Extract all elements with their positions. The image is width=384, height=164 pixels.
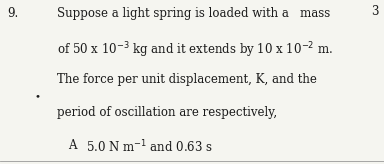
Text: period of oscillation are respectively,: period of oscillation are respectively, bbox=[57, 106, 277, 119]
Text: The force per unit displacement, K, and the: The force per unit displacement, K, and … bbox=[57, 73, 317, 86]
Text: 5.0 N m$^{-1}$ and 0.63 s: 5.0 N m$^{-1}$ and 0.63 s bbox=[86, 139, 214, 155]
Text: Suppose a light spring is loaded with a   mass: Suppose a light spring is loaded with a … bbox=[57, 7, 330, 20]
Text: of 50 x 10$^{-3}$ kg and it extends by 10 x 10$^{-2}$ m.: of 50 x 10$^{-3}$ kg and it extends by 1… bbox=[57, 40, 333, 60]
Text: •: • bbox=[35, 92, 41, 101]
Text: 3: 3 bbox=[371, 5, 378, 18]
Text: 9.: 9. bbox=[7, 7, 18, 20]
Text: A: A bbox=[68, 139, 77, 152]
